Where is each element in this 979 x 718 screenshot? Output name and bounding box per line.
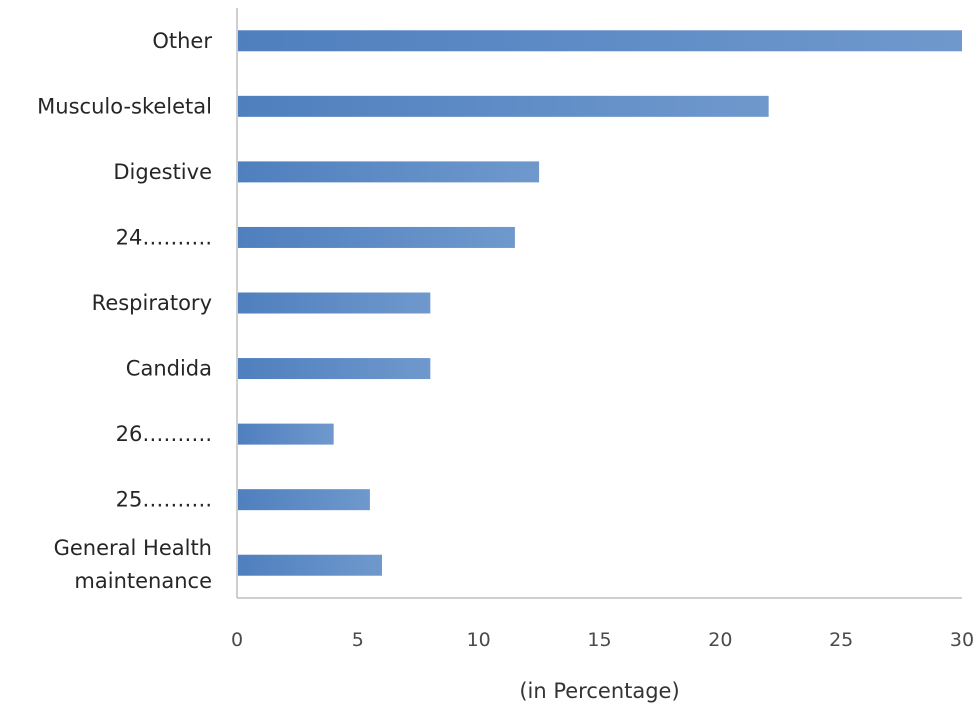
x-tick-label: 15 [587,629,611,651]
bars-layer [238,30,962,576]
category-label: 24………. [116,225,212,249]
x-tick-label: 30 [950,629,974,651]
bar [238,423,334,445]
category-label: Candida [126,357,212,381]
x-tick-label: 0 [231,629,243,651]
bar [238,489,370,511]
x-tick-label: 25 [829,629,853,651]
bar [238,358,431,380]
category-label: General Health maintenance [54,536,212,593]
category-label: Musculo-skeletal [37,94,212,118]
x-tick-label: 10 [467,629,491,651]
bar [238,554,382,576]
bar [238,30,962,52]
x-axis-title: (in Percentage) [519,679,679,703]
category-label: Digestive [113,160,212,184]
category-label: Respiratory [92,291,212,315]
bar [238,226,515,248]
bar [238,161,540,183]
x-tick-label: 20 [708,629,732,651]
category-label: 26………. [116,422,212,446]
category-label: 25………. [116,488,212,512]
category-label: Other [152,29,212,53]
category-labels: Other Musculo-skeletal Digestive 24………. Resp… [37,29,212,593]
axes-layer [236,8,962,599]
bar [238,95,769,117]
bar [238,292,431,314]
x-tick-label: 5 [352,629,364,651]
x-tick-labels: 0 5 10 15 20 25 30 [231,629,974,651]
